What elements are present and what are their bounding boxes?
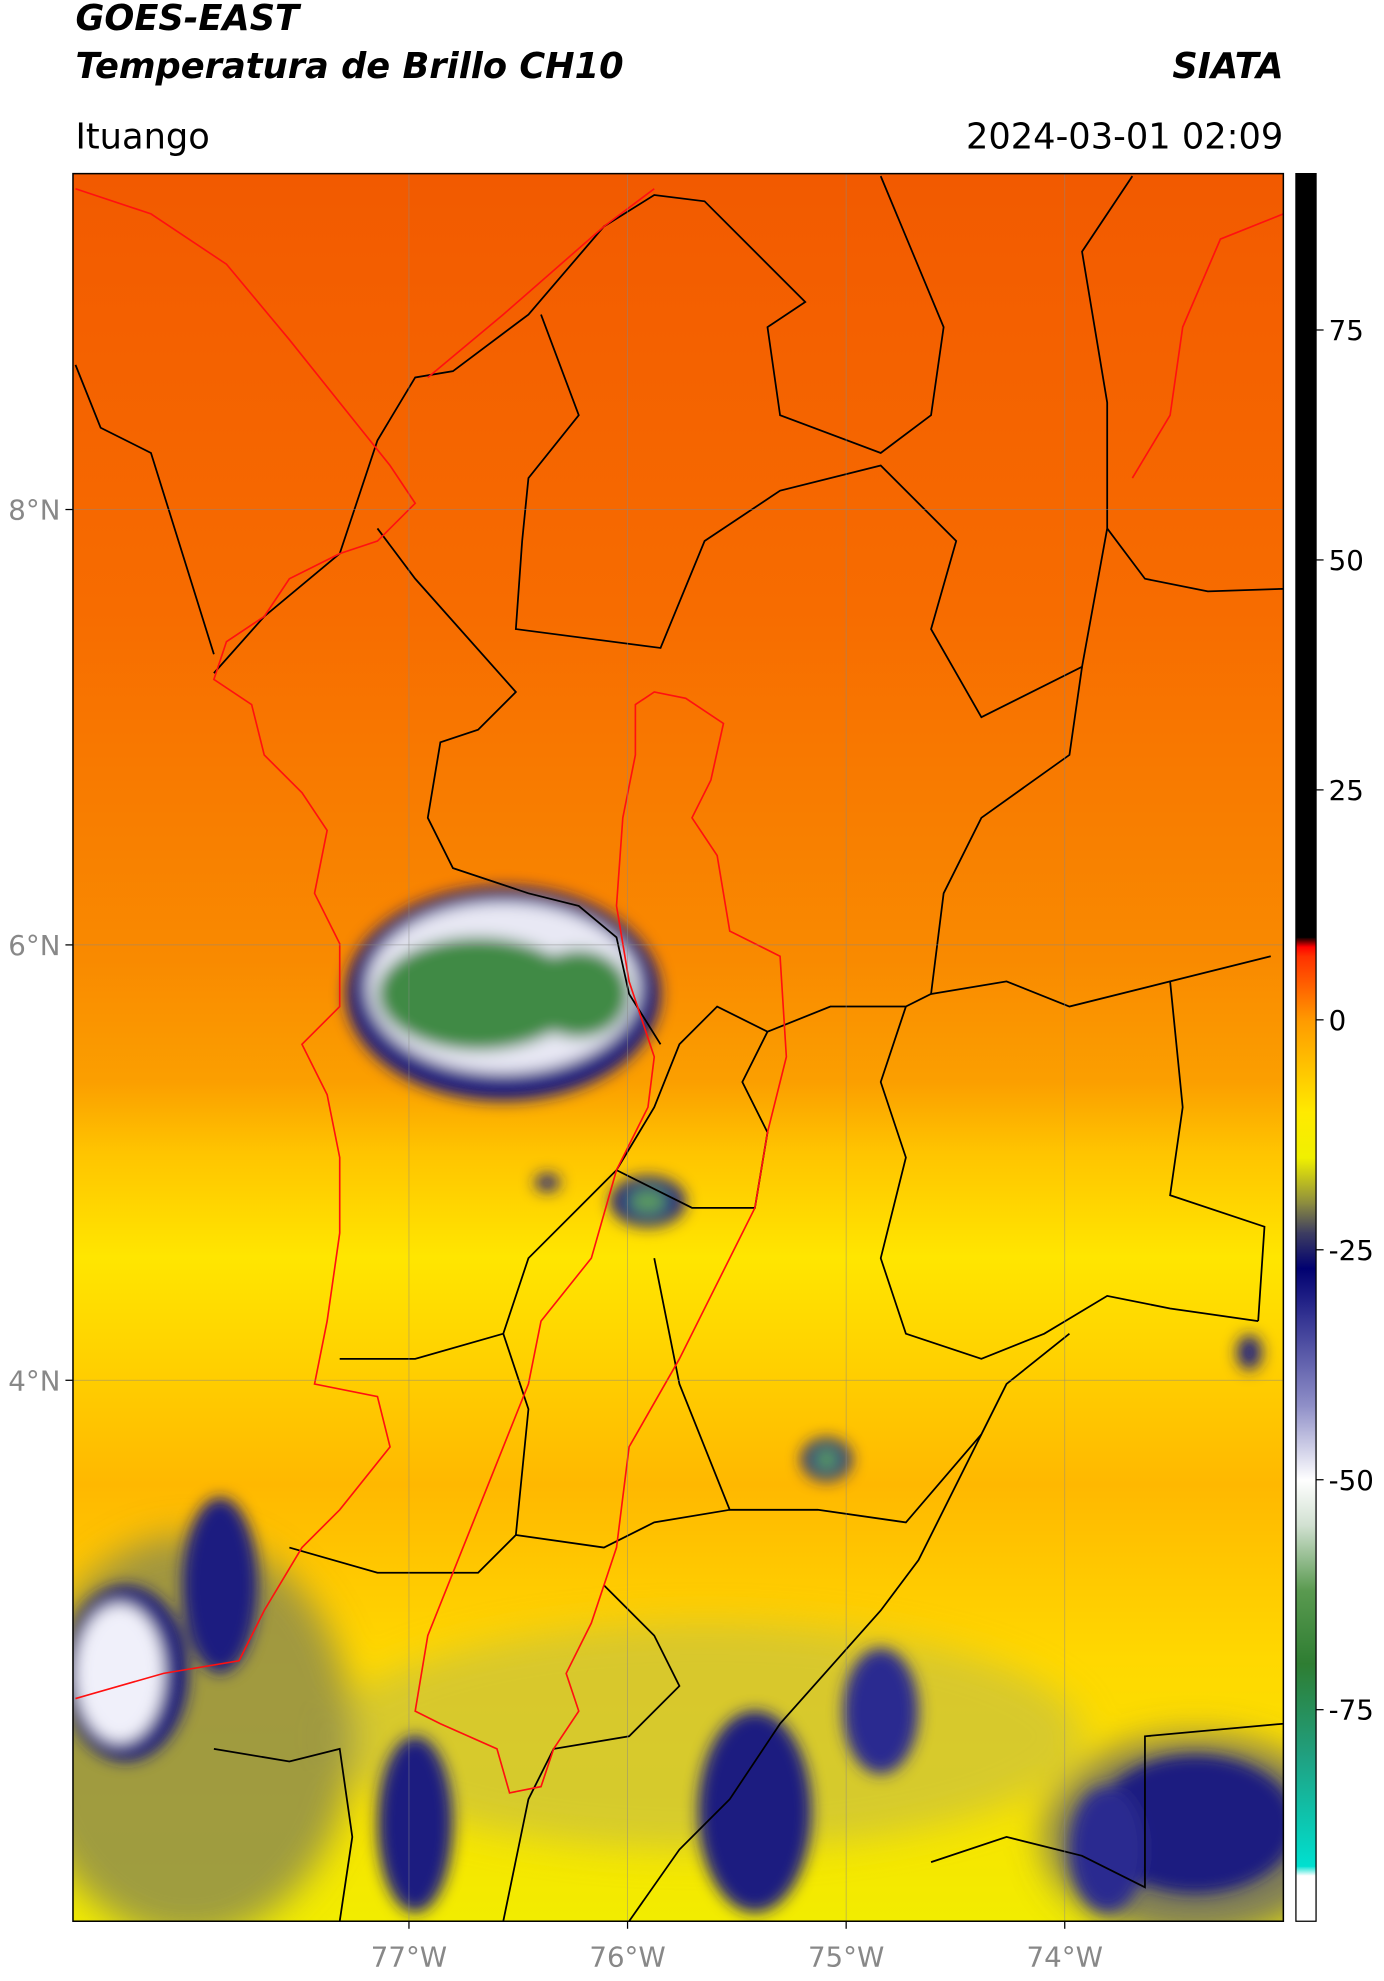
colorbar-segment — [1295, 1590, 1317, 1665]
colorbar-segment — [1295, 955, 1317, 1021]
colorbar-tick-label: -25 — [1329, 1234, 1374, 1267]
colorbar-segment — [1295, 1755, 1317, 1867]
location: Ituango — [75, 116, 209, 157]
colorbar-segment — [1295, 937, 1317, 947]
colorbar-segment — [1295, 1111, 1317, 1159]
colorbar-segment — [1295, 173, 1317, 938]
colorbar-segment — [1295, 1203, 1317, 1233]
colorbar-segment — [1295, 1866, 1317, 1876]
colorbar-tick-label: 0 — [1329, 1004, 1347, 1037]
subtitle: Temperatura de Brillo CH10 — [75, 46, 623, 87]
lon-tick-label: 77°W — [371, 1941, 447, 1974]
colorbar-tick-label: -50 — [1329, 1464, 1374, 1497]
coastline — [75, 187, 1284, 1794]
lon-tick-label: 76°W — [589, 1941, 665, 1974]
colorbar-segment — [1295, 1019, 1317, 1113]
lon-tick-label: 74°W — [1027, 1941, 1103, 1974]
colorbar-segment — [1295, 946, 1317, 957]
datetime: 2024-03-01 02:09 — [966, 116, 1283, 157]
boundaries — [74, 175, 1284, 1922]
colorbar-frame — [1295, 172, 1317, 1922]
colorbar-segment — [1295, 1525, 1317, 1591]
lat-tick-label: 4°N — [8, 1364, 60, 1397]
colorbar-segment — [1295, 1231, 1317, 1269]
colorbar-tick-label: 50 — [1329, 544, 1364, 577]
lat-tick-label: 8°N — [8, 494, 60, 527]
source: SIATA — [1172, 46, 1283, 87]
colorbar-segment — [1295, 1406, 1317, 1481]
colorbar-segment — [1295, 1663, 1317, 1757]
lon-tick-label: 75°W — [808, 1941, 884, 1974]
colorbar-segment — [1295, 1157, 1317, 1205]
colorbar-segment — [1295, 1479, 1317, 1527]
map-frame — [72, 172, 1285, 1922]
colorbar-segment — [1295, 1875, 1317, 1922]
colorbar-tick-label: 75 — [1329, 314, 1364, 347]
colorbar-segment — [1295, 1268, 1317, 1315]
colorbar-tick-label: 25 — [1329, 774, 1364, 807]
colorbar-tick-label: -75 — [1329, 1694, 1374, 1727]
colorbar-segment — [1295, 1314, 1317, 1407]
map-area — [72, 173, 1284, 1922]
lat-tick-label: 6°N — [8, 929, 60, 962]
title: GOES-EAST — [75, 0, 302, 39]
